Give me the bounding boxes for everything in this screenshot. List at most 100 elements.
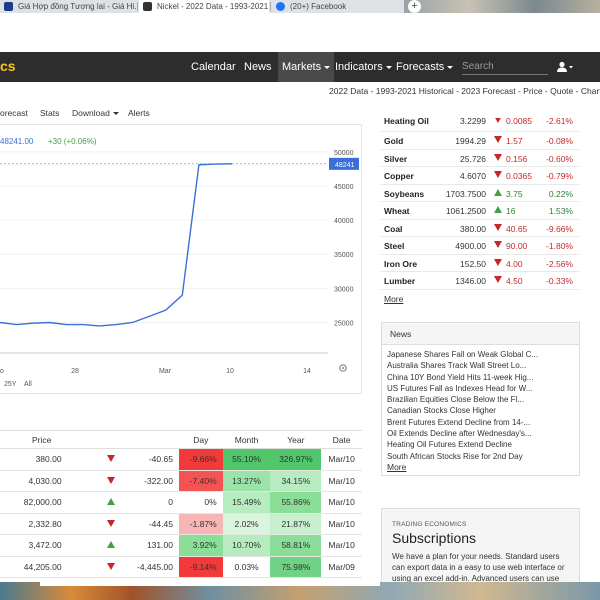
news-item[interactable]: Brazilian Equities Close Below the Fl... <box>387 395 524 405</box>
commodity-price: 1703.7500 <box>445 188 486 199</box>
subscriptions-title[interactable]: Subscriptions <box>392 530 477 546</box>
row-direction <box>95 491 127 514</box>
price-series-line <box>0 163 233 327</box>
commodity-name[interactable]: Steel <box>384 241 405 251</box>
commodity-price: 3.2299 <box>460 118 486 126</box>
news-item[interactable]: Oil Extends Decline after Wednesday's... <box>387 429 532 439</box>
commodity-price: 4900.00 <box>455 241 486 251</box>
range-button-all[interactable]: All <box>24 381 32 388</box>
commodity-name[interactable]: Silver <box>384 153 408 164</box>
row-month-pct: 13.27% <box>222 470 271 492</box>
x-tick-label: o <box>0 368 4 375</box>
price-change-label: +30 (+0.06%) <box>48 137 97 146</box>
commodity-name[interactable]: Lumber <box>384 276 416 286</box>
commodity-name[interactable]: Soybeans <box>384 188 425 199</box>
toolbar-stats[interactable]: Stats <box>40 108 60 118</box>
nav-forecasts[interactable]: Forecasts <box>396 52 454 82</box>
commodity-row[interactable]: Heating Oil 3.2299 0.0085 -2.61% <box>381 118 579 132</box>
last-price-badge <box>329 157 359 170</box>
news-more-link[interactable]: More <box>387 461 407 472</box>
brand-logo[interactable]: cs <box>0 58 16 74</box>
commodity-name[interactable]: Copper <box>384 171 414 181</box>
range-button-25y[interactable]: 25Y <box>4 381 17 388</box>
commodity-row[interactable]: Coal 380.00 40.65 -9.66% <box>381 220 579 237</box>
news-item[interactable]: Brent Futures Extend Decline from 14-... <box>387 417 531 427</box>
table-row[interactable]: 380.00 -40.65 -9.66% 55.10% 326.97% Mar/10 <box>0 448 362 471</box>
tab-title: Giá Hợp đồng Tương lai - Giá Hi... <box>18 2 136 11</box>
price-chart[interactable]: 50000 45000 40000 35000 30000 25000 48241 48241… <box>0 124 362 394</box>
commodity-name[interactable]: Coal <box>384 223 403 234</box>
commodity-change: 40.65 <box>506 223 528 234</box>
news-title: News <box>382 323 579 345</box>
row-month-pct: 15.49% <box>222 491 271 514</box>
news-list: Japanese Shares Fall on Weak Global C...… <box>382 345 579 473</box>
arrow-down-icon <box>106 455 115 463</box>
commodity-row[interactable]: Iron Ore 152.50 4.00 -2.56% <box>381 255 579 272</box>
subscriptions-kicker: TRADING ECONOMICS <box>392 521 467 528</box>
toolbar-forecast[interactable]: orecast <box>0 108 28 118</box>
news-item[interactable]: Heating Oil Futures Extend Decline <box>387 440 512 450</box>
arrow-down-icon <box>106 519 115 527</box>
commodity-price: 152.50 <box>460 258 486 269</box>
search-input[interactable] <box>462 59 548 75</box>
commodity-row[interactable]: Wheat 1061.2500 16 1.53% <box>381 202 579 220</box>
news-item[interactable]: US Futures Fall as Indexes Head for W... <box>387 383 533 393</box>
commodity-price: 4.6070 <box>460 171 486 181</box>
table-row[interactable]: 82,000.00 0 0% 15.49% 55.86% Mar/10 <box>0 491 362 514</box>
commodity-name[interactable]: Heating Oil <box>384 118 429 126</box>
row-direction <box>95 556 127 578</box>
news-item[interactable]: South African Stocks Rise for 2nd Day <box>387 451 523 461</box>
commodity-row[interactable]: Steel 4900.00 90.00 -1.80% <box>381 237 579 255</box>
toolbar-alerts[interactable]: Alerts <box>128 108 150 118</box>
commodity-row[interactable]: Gold 1994.29 1.57 -0.08% <box>381 132 579 150</box>
browser-tab-3[interactable]: (20+) Facebook <box>272 0 402 13</box>
col-year[interactable]: Year <box>270 430 322 449</box>
news-item[interactable]: Japanese Shares Fall on Weak Global C... <box>387 350 539 359</box>
commodity-percent: -0.60% <box>546 153 573 164</box>
news-item[interactable]: Canadian Stocks Close Higher <box>387 406 496 416</box>
table-row[interactable]: 3,472.00 131.00 3.92% 10.70% 58.81% Mar/10 <box>0 534 362 557</box>
table-row[interactable]: 4,030.00 -322.00 -7.40% 13.27% 34.15% Mar/10 <box>0 470 362 492</box>
news-item[interactable]: Australia Shares Track Wall Street Lo... <box>387 361 527 371</box>
gear-icon-center <box>342 367 344 369</box>
nav-calendar[interactable]: Calendar <box>191 61 236 73</box>
table-row[interactable]: 44,205.00 -4,445.00 -9.14% 0.03% 75.98% Mar/0… <box>0 556 362 578</box>
user-icon[interactable] <box>556 61 574 73</box>
row-month-pct: 0.03% <box>222 556 271 578</box>
subnav-links[interactable]: 2022 Data - 1993-2021 Historical - 2023 … <box>329 86 600 96</box>
commodity-change: 0.0085 <box>506 118 532 126</box>
commodity-row[interactable]: Silver 25.726 0.156 -0.60% <box>381 150 579 167</box>
arrow-up-icon <box>494 188 502 196</box>
col-price[interactable]: Price <box>0 430 96 449</box>
col-day[interactable]: Day <box>178 430 223 449</box>
nav-indicators[interactable]: Indicators <box>335 52 392 82</box>
table-row[interactable]: 2,332.80 -44.45 -1.87% 2.02% 21.87% Mar/10 <box>0 513 362 535</box>
browser-tab-2[interactable]: Nickel - 2022 Data - 1993-2021 ... <box>139 0 269 13</box>
nav-news[interactable]: News <box>244 61 272 73</box>
browser-tab-1[interactable]: Giá Hợp đồng Tương lai - Giá Hi... <box>0 0 136 13</box>
commodity-row[interactable]: Soybeans 1703.7500 3.75 0.22% <box>381 185 579 202</box>
commodity-percent: -0.08% <box>546 136 573 146</box>
row-month-pct: 10.70% <box>222 534 271 557</box>
browser-tab-strip: Giá Hợp đồng Tương lai - Giá Hi... Nicke… <box>0 0 600 13</box>
toolbar-download[interactable]: Download <box>72 108 119 118</box>
commodity-name[interactable]: Iron Ore <box>384 258 418 269</box>
row-day-pct: -9.14% <box>178 556 223 578</box>
col-date[interactable]: Date <box>321 430 362 449</box>
commodity-row[interactable]: Lumber 1346.00 4.50 -0.33% <box>381 272 579 290</box>
facebook-favicon-icon <box>276 2 285 11</box>
commodity-percent: -0.33% <box>546 276 573 286</box>
news-item[interactable]: China 10Y Bond Yield Hits 11-week Hig... <box>387 372 534 382</box>
nav-markets[interactable]: Markets <box>278 52 335 82</box>
new-tab-button[interactable]: + <box>408 0 421 13</box>
arrow-up-icon <box>106 541 115 549</box>
row-change: -44.45 <box>126 513 179 535</box>
commodities-more-link[interactable]: More <box>384 294 404 304</box>
col-month[interactable]: Month <box>222 430 271 449</box>
subscriptions-text: We have a plan for your needs. Standard … <box>392 552 565 583</box>
commodity-row[interactable]: Copper 4.6070 0.0365 -0.79% <box>381 167 579 185</box>
commodity-name[interactable]: Gold <box>384 136 404 146</box>
commodity-name[interactable]: Wheat <box>384 206 410 216</box>
arrow-down-icon <box>494 223 502 231</box>
arrow-down-icon <box>106 562 115 570</box>
